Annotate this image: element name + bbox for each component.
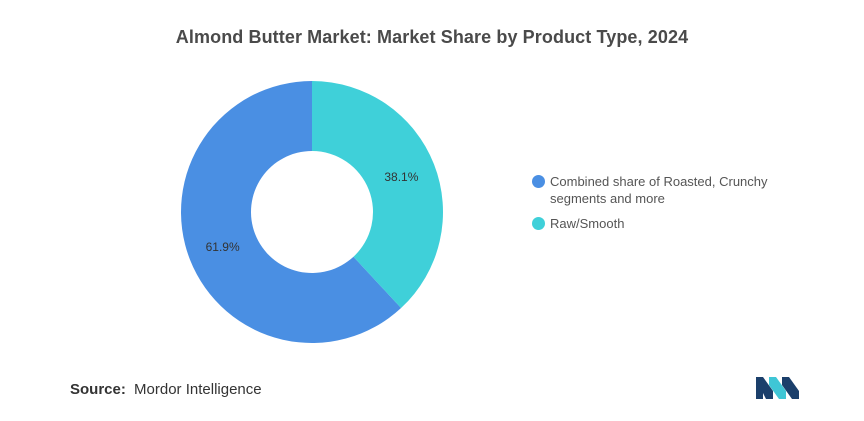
source-value: Mordor Intelligence — [134, 381, 262, 398]
logo-shape-left — [756, 377, 773, 399]
slice-combined — [180, 81, 402, 343]
data-label-raw-smooth: 38.1% — [384, 170, 418, 184]
legend-item-combined: Combined share of Roasted, Crunchy segme… — [532, 173, 802, 207]
legend-item-raw-smooth: Raw/Smooth — [532, 215, 802, 232]
data-label-combined: 61.9% — [206, 240, 240, 254]
mordor-intelligence-logo — [756, 377, 799, 399]
legend: Combined share of Roasted, Crunchy segme… — [532, 173, 802, 240]
chart-title: Almond Butter Market: Market Share by Pr… — [175, 27, 689, 47]
source-line: Source: Mordor Intelligence — [70, 381, 262, 398]
legend-label-combined: Combined share of Roasted, Crunchy segme… — [550, 174, 768, 206]
logo-shape-mid — [769, 377, 786, 399]
logo-shape-right — [782, 377, 799, 399]
legend-swatch-combined — [532, 175, 545, 188]
legend-swatch-raw-smooth — [532, 217, 545, 230]
slice-raw-smooth — [312, 81, 443, 309]
source-label: Source: — [70, 381, 126, 398]
legend-label-raw-smooth: Raw/Smooth — [550, 216, 625, 231]
